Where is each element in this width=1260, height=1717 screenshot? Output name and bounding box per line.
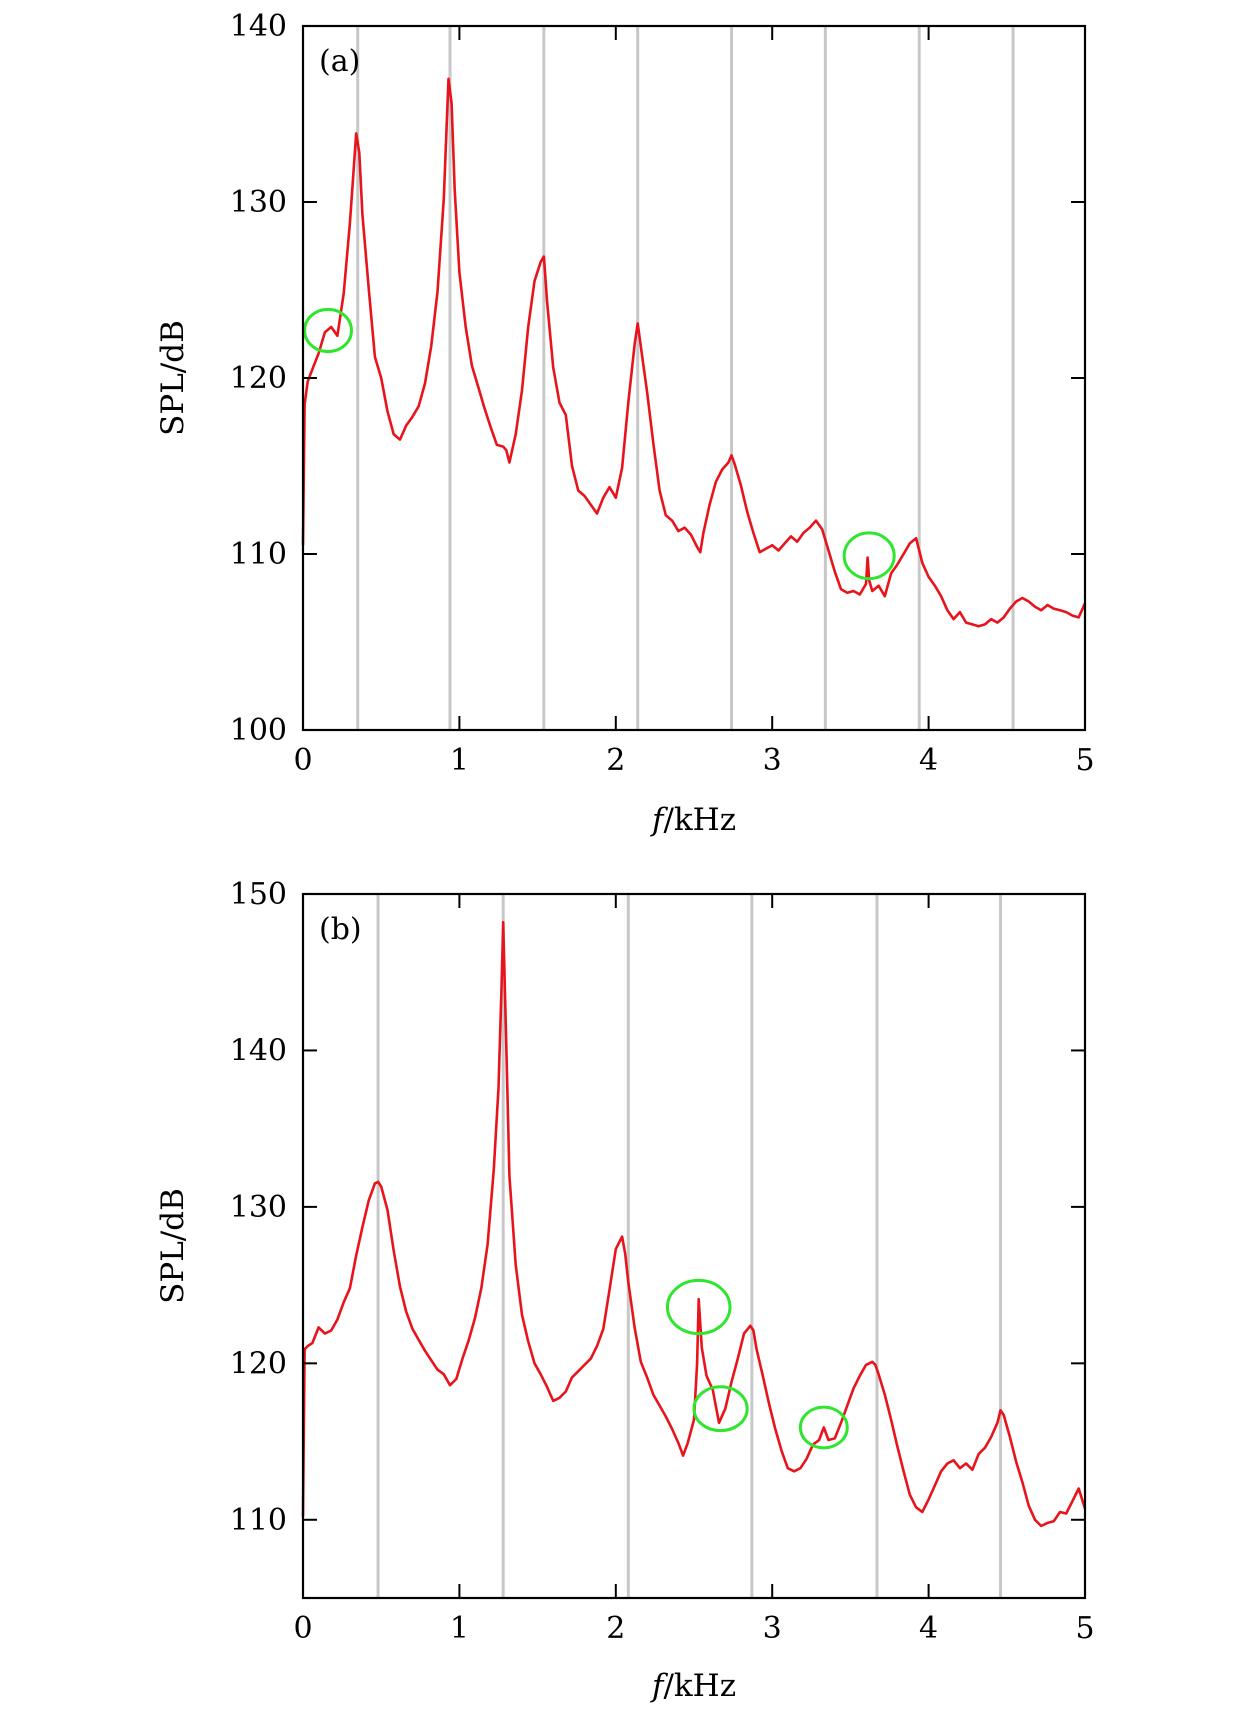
x-axis-label: f/kHz <box>650 1668 736 1704</box>
x-tick-label: 3 <box>763 743 782 778</box>
highlight-ellipse <box>303 307 353 354</box>
y-tick-label: 110 <box>230 537 287 572</box>
x-tick-label: 4 <box>919 743 938 778</box>
panel-label: (b) <box>319 912 362 947</box>
y-axis-label: SPL/dB <box>155 1188 191 1304</box>
highlight-ellipse <box>665 1278 732 1336</box>
y-tick-label: 130 <box>230 185 287 220</box>
x-tick-label: 0 <box>293 1611 312 1646</box>
x-tick-label: 0 <box>293 743 312 778</box>
x-tick-label: 3 <box>763 1611 782 1646</box>
y-tick-label: 150 <box>230 877 287 912</box>
x-tick-label: 5 <box>1075 1611 1094 1646</box>
x-axis-label: f/kHz <box>650 802 736 838</box>
panel-label: (a) <box>319 44 360 79</box>
highlight-ellipse <box>692 1385 749 1433</box>
x-tick-label: 4 <box>919 1611 938 1646</box>
panel-a: 0 1 2 3 4 5 100 110 120 130 140 (a) f/kHz SPL/dB <box>155 9 1095 838</box>
spl-spectrum-line <box>301 920 1087 1528</box>
y-axis-label: SPL/dB <box>155 320 191 436</box>
y-tick-label: 110 <box>230 1503 287 1538</box>
y-tick-label: 140 <box>230 1033 287 1068</box>
x-tick-label: 5 <box>1075 743 1094 778</box>
y-tick-label: 140 <box>230 9 287 44</box>
x-tick-label: 2 <box>606 743 625 778</box>
y-tick-label: 120 <box>230 1346 287 1381</box>
y-tick-label: 100 <box>230 713 287 748</box>
y-tick-label: 130 <box>230 1190 287 1225</box>
x-tick-label: 2 <box>606 1611 625 1646</box>
panel-b: 0 1 2 3 4 5 110 120 130 140 150 (b) f/kHz SPL/dB <box>155 877 1095 1704</box>
plot-frame <box>301 892 1087 1600</box>
x-tick-label: 1 <box>450 1611 469 1646</box>
highlight-ellipse <box>798 1405 849 1450</box>
spl-spectrum-line <box>301 77 1087 628</box>
x-tick-label: 1 <box>450 743 469 778</box>
y-tick-label: 120 <box>230 361 287 396</box>
highlight-ellipse <box>842 531 896 581</box>
